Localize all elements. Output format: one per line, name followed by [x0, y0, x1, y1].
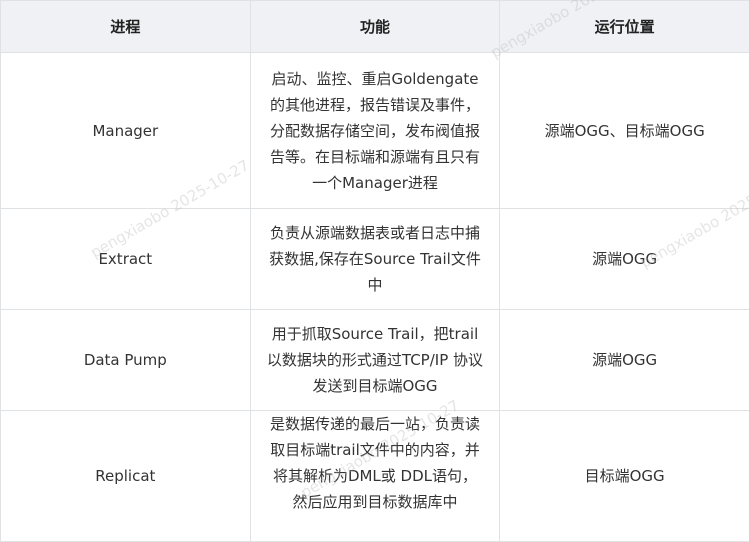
- process-cell: Data Pump: [1, 310, 251, 411]
- table-header-row: 进程 功能 运行位置: [1, 1, 749, 53]
- header-function: 功能: [250, 1, 500, 53]
- table-row: Extract 负责从源端数据表或者日志中捕获数据,保存在Source Trai…: [1, 209, 749, 310]
- location-cell: 源端OGG: [500, 310, 749, 411]
- location-cell: 目标端OGG: [500, 411, 749, 542]
- header-location: 运行位置: [500, 1, 749, 53]
- table-row: Data Pump 用于抓取Source Trail，把trail以数据块的形式…: [1, 310, 749, 411]
- location-cell: 源端OGG: [500, 209, 749, 310]
- table-row: Manager 启动、监控、重启Goldengate的其他进程，报告错误及事件，…: [1, 53, 749, 209]
- table-row: Replicat 是数据传递的最后一站，负责读取目标端trail文件中的内容，并…: [1, 411, 749, 542]
- function-cell: 用于抓取Source Trail，把trail以数据块的形式通过TCP/IP 协…: [250, 310, 500, 411]
- function-cell: 启动、监控、重启Goldengate的其他进程，报告错误及事件，分配数据存储空间…: [250, 53, 500, 209]
- process-cell: Replicat: [1, 411, 251, 542]
- location-cell: 源端OGG、目标端OGG: [500, 53, 749, 209]
- function-cell: 负责从源端数据表或者日志中捕获数据,保存在Source Trail文件中: [250, 209, 500, 310]
- process-cell: Manager: [1, 53, 251, 209]
- process-cell: Extract: [1, 209, 251, 310]
- function-cell: 是数据传递的最后一站，负责读取目标端trail文件中的内容，并将其解析为DML或…: [250, 411, 500, 542]
- header-process: 进程: [1, 1, 251, 53]
